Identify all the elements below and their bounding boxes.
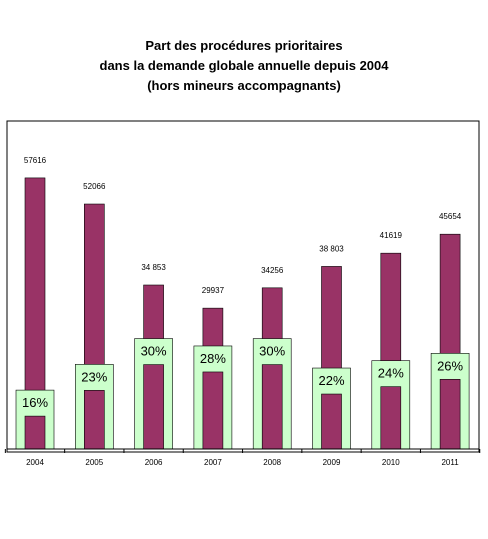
percent-label: 30% [259, 344, 285, 359]
bar-total-lower [380, 386, 402, 450]
bar-value-label: 52066 [83, 182, 106, 191]
bar-total-lower [84, 390, 105, 450]
bar-total-lower [439, 379, 461, 450]
x-tick-label: 2010 [382, 458, 400, 467]
x-tick-label: 2005 [85, 458, 103, 467]
chart-title-line-3: (hors mineurs accompagnants) [147, 78, 341, 93]
x-tick-label: 2007 [204, 458, 222, 467]
bar-total-lower [261, 364, 283, 450]
chart-title: Part des procédures prioritaires dans la… [0, 36, 488, 96]
percent-label: 28% [200, 351, 226, 366]
bar-total-lower [202, 371, 224, 450]
x-tick-label: 2006 [145, 458, 163, 467]
chart-title-line-1: Part des procédures prioritaires [145, 38, 343, 53]
bar-total-lower [321, 393, 342, 450]
percent-label: 16% [22, 395, 48, 410]
bar-value-label: 41619 [380, 231, 403, 240]
bar-value-label: 34256 [261, 266, 284, 275]
bar-value-label: 57616 [24, 156, 47, 165]
percent-label: 26% [437, 358, 463, 373]
bar-total-lower [24, 415, 46, 450]
bar-total-lower [143, 364, 164, 450]
bar-value-label: 38 803 [319, 244, 344, 253]
bar-value-label: 34 853 [141, 263, 166, 272]
bar-value-label: 29937 [202, 286, 225, 295]
chart-title-line-2: dans la demande globale annuelle depuis … [99, 58, 389, 73]
percent-label: 24% [378, 366, 404, 381]
x-tick-label: 2004 [26, 458, 44, 467]
percent-label: 23% [81, 369, 107, 384]
percent-label: 22% [318, 373, 344, 388]
x-tick-label: 2011 [441, 458, 459, 467]
bar-value-label: 45654 [439, 212, 462, 221]
percent-label: 30% [141, 344, 167, 359]
x-tick-label: 2008 [263, 458, 281, 467]
x-tick-label: 2009 [323, 458, 341, 467]
